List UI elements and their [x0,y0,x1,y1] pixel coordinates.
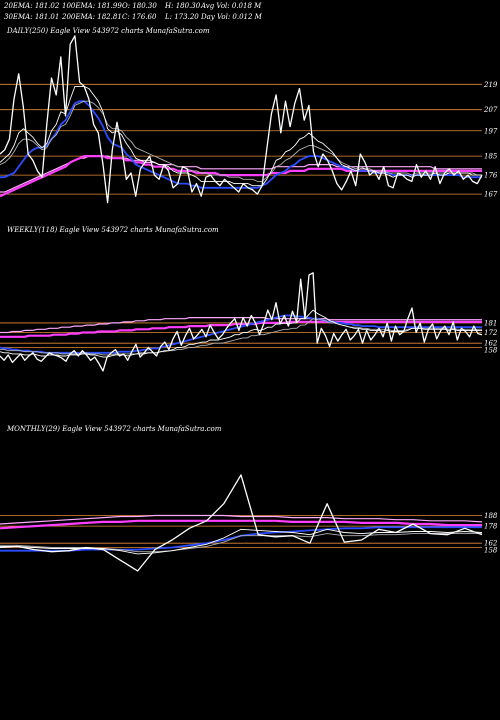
daily-chart: 219 207 197 185 176 167 [0,35,498,204]
level-tick-label: 181 [484,319,497,327]
level-tick-label: 188 [484,512,498,520]
low-stat: L: 173.20 [165,13,199,21]
level-tick-label: 197 [484,127,498,135]
weekly-panel-label: WEEKLY(118) Eagle View 543972 charts Mun… [7,226,219,234]
level-tick-label: 207 [483,106,498,114]
ema-long-1-line [0,519,482,530]
level-tick-label: 158 [484,347,498,355]
ema30-stat: 30EMA: 181.01 [4,13,60,21]
daily-panel-label: DAILY(250) Eagle View 543972 charts Muna… [7,27,210,35]
avg-vol-stat: Avg Vol: 0.018 M [201,2,262,10]
level-tick-label: 178 [484,523,498,531]
level-tick-label: 219 [483,81,498,89]
ema-short-2-line [0,100,482,182]
day-vol-stat: Day Vol: 0.012 M [201,13,262,21]
high-stat: H: 180.30 [165,2,201,10]
ema-long-2-line [0,514,483,525]
monthly-panel-label: MONTHLY(29) Eagle View 543972 charts Mun… [7,425,222,433]
ema-long-1-line [0,155,482,198]
ema20-stat: 20EMA: 181.02 [4,2,60,10]
price-line [0,474,483,572]
level-tick-label: 162 [484,340,498,348]
level-tick-label: 162 [484,540,498,548]
level-tick-label: 167 [484,191,498,199]
level-tick-label: 158 [484,547,498,555]
open-stat: O: 180.30 [122,2,157,10]
level-tick-label: 185 [484,153,498,161]
level-tick-label: 172 [484,329,498,337]
ema-long-2-line [0,316,482,334]
ema200-stat: 200EMA: 182.81 [62,13,122,21]
price-line [0,35,483,204]
level-tick-label: 176 [484,172,498,180]
ema-short-2-line [0,533,482,553]
price-line [0,272,483,372]
ema100-stat: 100EMA: 181.99 [62,2,122,10]
close-stat: C: 176.60 [122,13,157,21]
